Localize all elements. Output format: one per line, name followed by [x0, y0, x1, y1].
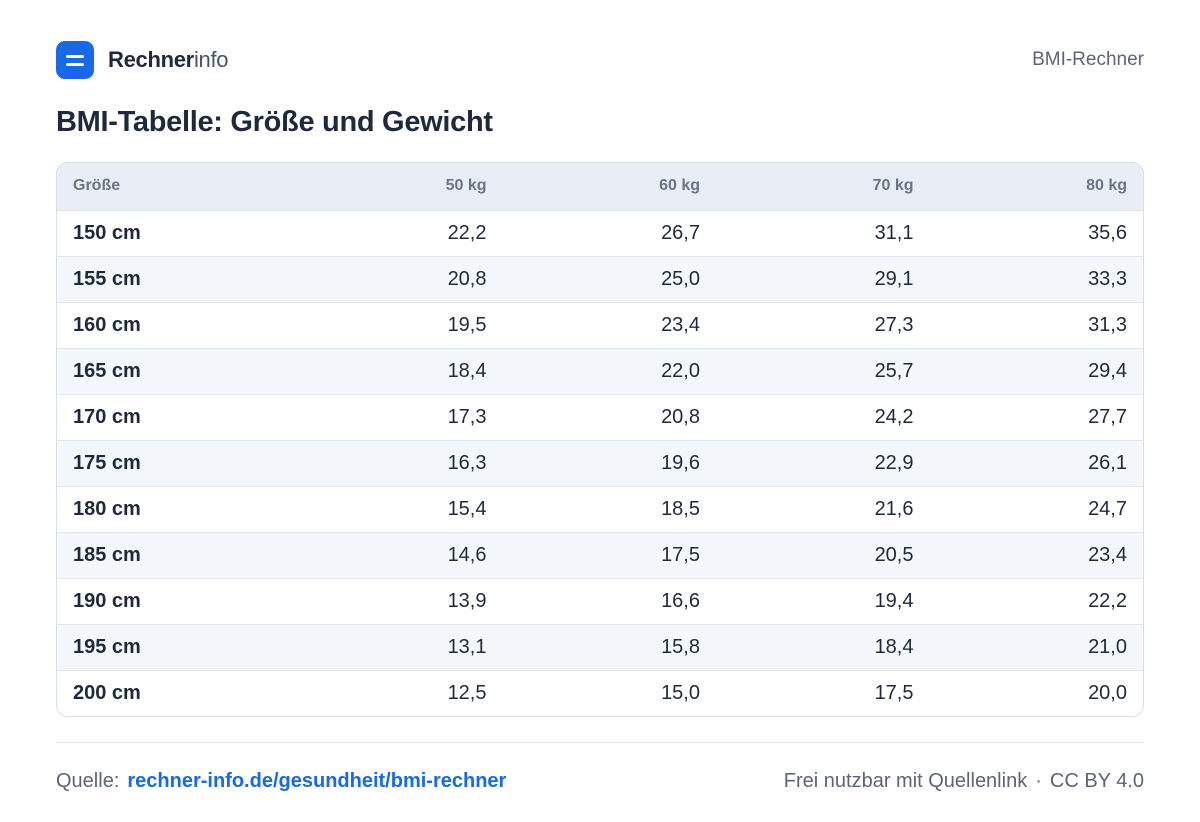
bmi-value-cell: 26,1 — [1088, 451, 1127, 474]
row-height-cell: 155 cm — [73, 267, 141, 290]
bmi-value-cell: 21,6 — [874, 497, 914, 520]
table-header-row: Größe 50 kg 60 kg 70 kg 80 kg — [57, 163, 1143, 210]
bmi-value-cell: 19,6 — [661, 451, 700, 474]
bmi-value-cell: 18,4 — [447, 359, 487, 382]
row-height-cell: 165 cm — [73, 359, 141, 382]
column-header-70kg: 70 kg — [872, 177, 914, 195]
bmi-table-card: Größe 50 kg 60 kg 70 kg 80 kg 150 cm 22,2… — [56, 162, 1144, 717]
bmi-value-cell: 23,4 — [661, 313, 700, 336]
bmi-value-cell: 35,6 — [1088, 221, 1127, 244]
bmi-value-cell: 18,5 — [661, 497, 700, 520]
bmi-value-cell: 15,4 — [447, 497, 487, 520]
bmi-value-cell: 31,3 — [1088, 313, 1127, 336]
column-header-60kg: 60 kg — [659, 177, 700, 195]
bmi-value-cell: 25,0 — [661, 267, 700, 290]
row-height-cell: 160 cm — [73, 313, 141, 336]
bmi-value-cell: 19,4 — [874, 589, 914, 612]
row-height-cell: 195 cm — [73, 635, 141, 658]
bmi-value-cell: 17,5 — [874, 681, 914, 704]
bmi-value-cell: 16,6 — [661, 589, 700, 612]
row-height-cell: 170 cm — [73, 405, 141, 428]
bmi-value-cell: 15,0 — [661, 681, 700, 704]
license-name: CC BY 4.0 — [1049, 769, 1144, 792]
bmi-value-cell: 13,9 — [447, 589, 487, 612]
bmi-value-cell: 17,5 — [661, 543, 700, 566]
calculator-label: BMI-Rechner — [1032, 49, 1144, 70]
bmi-value-cell: 24,2 — [874, 405, 914, 428]
table-row: 175 cm 16,3 19,6 22,9 26,1 — [57, 440, 1143, 486]
bmi-value-cell: 26,7 — [661, 221, 700, 244]
bmi-value-cell: 14,6 — [447, 543, 487, 566]
bmi-value-cell: 21,0 — [1088, 635, 1127, 658]
table-row: 160 cm 19,5 23,4 27,3 31,3 — [57, 302, 1143, 348]
table-row: 165 cm 18,4 22,0 25,7 29,4 — [57, 348, 1143, 394]
row-height-cell: 190 cm — [73, 589, 141, 612]
page-title: BMI-Tabelle: Größe und Gewicht — [56, 106, 493, 138]
table-row: 185 cm 14,6 17,5 20,5 23,4 — [57, 532, 1143, 578]
bmi-value-cell: 29,4 — [1088, 359, 1127, 382]
brand-name: Rechnerinfo — [108, 47, 229, 73]
bmi-value-cell: 22,2 — [447, 221, 487, 244]
table-row: 150 cm 22,2 26,7 31,1 35,6 — [57, 210, 1143, 256]
row-height-cell: 175 cm — [73, 451, 141, 474]
source: Quelle: rechner-info.de/gesundheit/bmi-re… — [56, 770, 506, 793]
bmi-value-cell: 20,8 — [661, 405, 700, 428]
bmi-value-cell: 16,3 — [447, 451, 487, 474]
brand[interactable]: Rechnerinfo — [56, 41, 229, 79]
bmi-value-cell: 20,8 — [447, 267, 487, 290]
bmi-value-cell: 22,2 — [1088, 589, 1127, 612]
license-info: Frei nutzbar mit Quellenlink · CC BY 4.0 — [784, 770, 1144, 793]
license-text: Frei nutzbar mit Quellenlink — [783, 769, 1028, 792]
bmi-value-cell: 22,0 — [661, 359, 700, 382]
footer-divider — [56, 742, 1144, 743]
bmi-table: Größe 50 kg 60 kg 70 kg 80 kg 150 cm 22,2… — [57, 163, 1143, 716]
logo-icon — [56, 41, 94, 79]
brand-name-light: info — [193, 47, 229, 72]
bmi-value-cell: 20,5 — [874, 543, 914, 566]
license-separator: · — [1035, 769, 1042, 792]
bmi-value-cell: 18,4 — [874, 635, 914, 658]
bmi-value-cell: 22,9 — [874, 451, 914, 474]
bmi-value-cell: 12,5 — [447, 681, 487, 704]
footer: Quelle: rechner-info.de/gesundheit/bmi-re… — [56, 766, 1144, 796]
bmi-value-cell: 20,0 — [1088, 681, 1127, 704]
table-row: 170 cm 17,3 20,8 24,2 27,7 — [57, 394, 1143, 440]
site-header: Rechnerinfo BMI-Rechner — [56, 40, 1144, 80]
column-header-50kg: 50 kg — [445, 177, 487, 195]
table-row: 195 cm 13,1 15,8 18,4 21,0 — [57, 624, 1143, 670]
bmi-value-cell: 33,3 — [1088, 267, 1127, 290]
bmi-value-cell: 17,3 — [447, 405, 487, 428]
bmi-value-cell: 15,8 — [661, 635, 700, 658]
row-height-cell: 185 cm — [73, 543, 141, 566]
source-label: Quelle: — [56, 769, 120, 792]
bmi-value-cell: 27,7 — [1088, 405, 1127, 428]
bmi-value-cell: 25,7 — [874, 359, 914, 382]
bmi-value-cell: 13,1 — [447, 635, 487, 658]
column-header-height: Größe — [73, 177, 121, 195]
row-height-cell: 200 cm — [73, 681, 141, 704]
bmi-value-cell: 27,3 — [874, 313, 914, 336]
bmi-value-cell: 29,1 — [874, 267, 914, 290]
bmi-value-cell: 31,1 — [874, 221, 914, 244]
table-row: 190 cm 13,9 16,6 19,4 22,2 — [57, 578, 1143, 624]
bmi-value-cell: 23,4 — [1088, 543, 1127, 566]
table-row: 200 cm 12,5 15,0 17,5 20,0 — [57, 670, 1143, 716]
brand-name-bold: Rechner — [108, 47, 194, 72]
column-header-80kg: 80 kg — [1086, 177, 1127, 195]
table-row: 180 cm 15,4 18,5 21,6 24,7 — [57, 486, 1143, 532]
table-row: 155 cm 20,8 25,0 29,1 33,3 — [57, 256, 1143, 302]
bmi-value-cell: 19,5 — [447, 313, 487, 336]
bmi-value-cell: 24,7 — [1088, 497, 1127, 520]
source-link[interactable]: rechner-info.de/gesundheit/bmi-rechner — [127, 769, 507, 792]
row-height-cell: 180 cm — [73, 497, 141, 520]
row-height-cell: 150 cm — [73, 221, 141, 244]
